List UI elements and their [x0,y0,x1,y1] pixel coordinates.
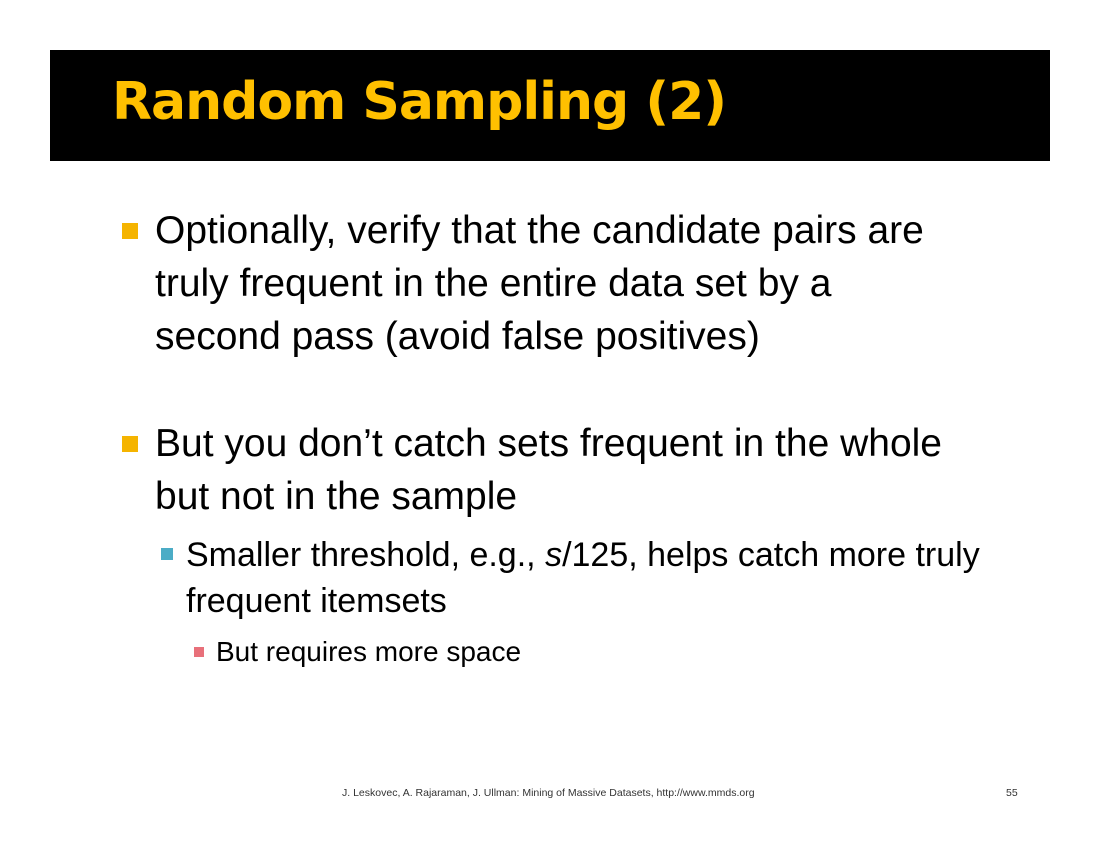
page-number: 55 [1006,787,1018,799]
sub-bullet-italic: s [545,536,563,574]
bullet-square-icon [122,223,138,239]
bullet-2-text: But you don’t catch sets frequent in the… [155,422,942,518]
subsub-bullet-text: But requires more space [216,636,522,667]
sub-bullet-square-icon [161,548,173,560]
sub-bullet-suffix: /125, helps catch more truly frequent it… [186,536,980,620]
subsub-bullet-square-icon [194,647,204,657]
footer-citation: J. Leskovec, A. Rajaraman, J. Ullman: Mi… [342,787,755,799]
bullet-1-text: Optionally, verify that the candidate pa… [155,209,924,358]
sub-bullet-text: Smaller threshold, e.g., s/125, helps ca… [186,532,1036,624]
sub-bullet-prefix: Smaller threshold, e.g., [186,536,546,574]
title-bar: Random Sampling (2) [50,50,1050,161]
slide-title: Random Sampling (2) [112,72,727,132]
bullet-square-icon [122,436,138,452]
